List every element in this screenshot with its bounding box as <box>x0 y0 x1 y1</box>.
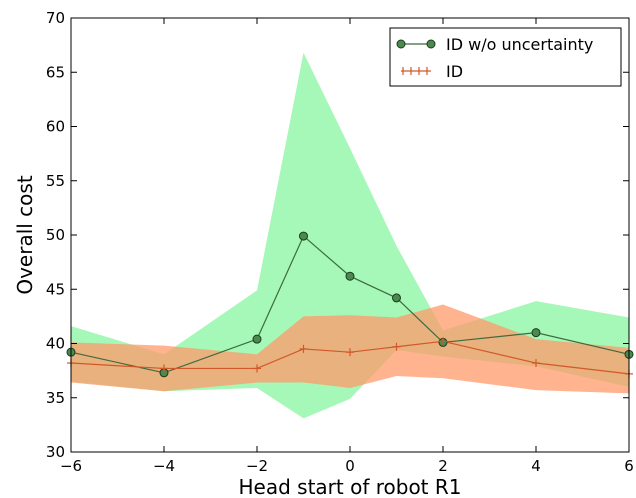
data-point-id <box>160 364 168 373</box>
y-tick-label: 70 <box>46 9 65 27</box>
data-point-id-wo-uncertainty <box>299 231 308 241</box>
y-tick-label: 55 <box>46 172 65 190</box>
legend-marker <box>426 39 436 49</box>
legend-marker <box>396 39 406 49</box>
data-point-id <box>253 364 261 373</box>
data-point-id-wo-uncertainty <box>392 293 401 303</box>
data-point-id <box>532 359 540 368</box>
x-tick-label: −6 <box>60 457 82 475</box>
legend-item-id-wo-uncertainty: ID w/o uncertainty <box>396 35 593 54</box>
legend-label: ID w/o uncertainty <box>446 35 593 54</box>
y-tick-label: 30 <box>46 443 65 461</box>
y-tick-label: 50 <box>46 226 65 244</box>
legend-label: ID <box>446 62 463 81</box>
y-axis-label: Overall cost <box>13 175 37 294</box>
legend: ID w/o uncertainty ID <box>389 27 622 87</box>
y-tick-label: 65 <box>46 63 65 81</box>
data-point-id <box>392 342 401 351</box>
x-tick-label: 0 <box>345 457 355 475</box>
x-axis-label: Head start of robot R1 <box>239 475 462 498</box>
data-point-id <box>299 344 308 353</box>
x-tick-label: 2 <box>438 457 448 475</box>
y-tick-label: 35 <box>46 389 65 407</box>
data-point-id <box>346 348 354 357</box>
x-tick-label: 4 <box>531 457 541 475</box>
x-tick-label: −2 <box>246 457 268 475</box>
tick-labels: −6 −4 −2 0 2 4 6 30 35 40 45 50 55 60 65 70 <box>46 9 634 475</box>
data-point-id-wo-uncertainty <box>252 334 262 344</box>
data-point-id <box>439 337 447 346</box>
legend-box <box>389 27 622 87</box>
legend-items: ID w/o uncertainty ID <box>396 35 593 81</box>
legend-item-id: ID <box>401 62 463 81</box>
y-tick-label: 40 <box>46 335 65 353</box>
x-tick-label: 6 <box>624 457 634 475</box>
y-tick-label: 45 <box>46 280 65 298</box>
axis-ticks <box>70 17 630 453</box>
series-markers <box>66 231 634 378</box>
data-point-id-wo-uncertainty <box>531 328 541 338</box>
y-tick-label: 60 <box>46 118 65 136</box>
data-point-id-wo-uncertainty <box>345 271 355 281</box>
x-tick-label: −4 <box>153 457 175 475</box>
